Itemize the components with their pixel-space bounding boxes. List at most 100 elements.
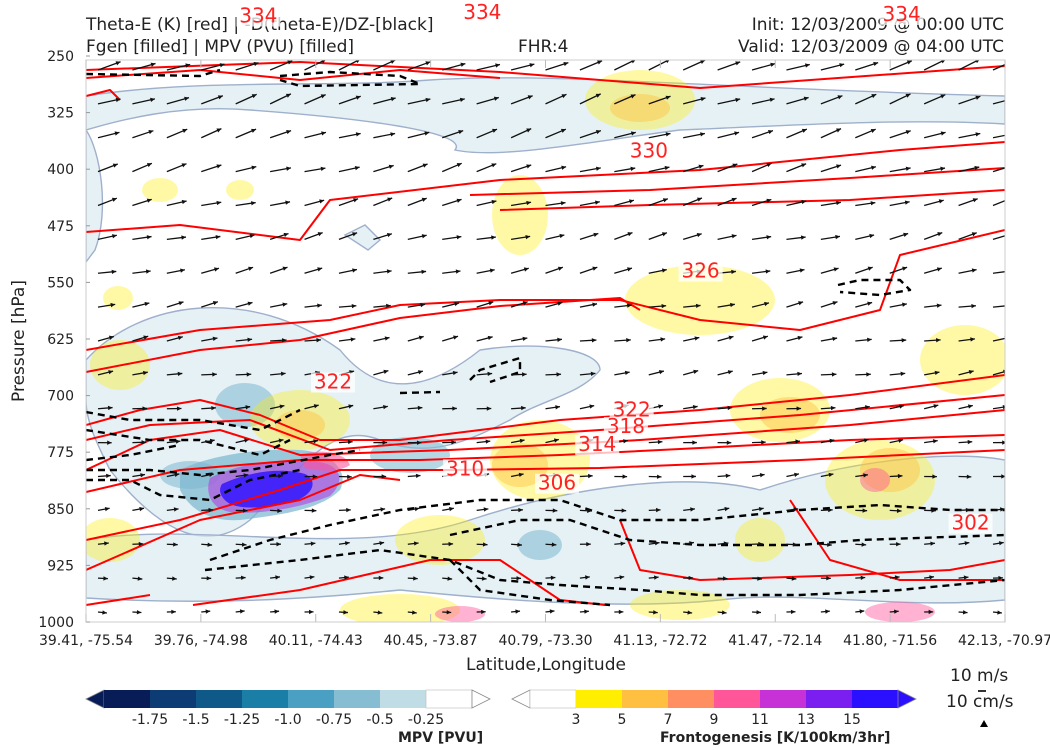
wind-vector-head <box>248 266 254 271</box>
wind-vector-head <box>690 507 695 512</box>
wind-vector-head <box>756 610 762 615</box>
wind-vector-head <box>557 301 563 306</box>
colorbar-tick-label: 9 <box>710 712 719 728</box>
wind-vector-head <box>967 439 973 445</box>
wind-vector-head <box>110 302 116 308</box>
theta-e-label-bg <box>236 6 281 27</box>
wind-vector-head <box>420 302 426 308</box>
wind-vector-head <box>836 164 842 169</box>
theta-e-contour <box>86 394 1005 451</box>
wind-vector <box>992 235 1005 240</box>
wind-vector-head <box>344 541 350 546</box>
wind-vector-head <box>317 303 322 308</box>
wind-vector-head <box>282 302 288 307</box>
colorbar-tick-label: -0.75 <box>316 712 352 728</box>
wind-vector-head <box>867 301 873 306</box>
wind-vector-head <box>355 132 361 137</box>
dthetae-dz-contour <box>449 559 611 607</box>
wind-vector <box>992 271 1005 274</box>
wind-vector-head <box>930 541 935 546</box>
colorbar-swatch <box>380 690 426 708</box>
colorbar-swatch <box>104 690 150 708</box>
wind-vector-head <box>762 406 767 411</box>
wind-vector-head <box>790 609 796 615</box>
wind-vector-head <box>766 198 772 203</box>
wind-vector-head <box>492 128 498 133</box>
wind-vector-head <box>491 235 496 240</box>
wind-vector-head <box>521 405 526 411</box>
wind-vector-head <box>590 371 596 376</box>
wind-vector-head <box>381 474 387 479</box>
fgen-core-a <box>610 94 670 122</box>
wind-vector-head <box>112 163 118 168</box>
wind-vector-head <box>240 575 246 580</box>
wind-vector-head <box>974 165 980 171</box>
theta-e-label: 330 <box>630 139 668 163</box>
wind-vector-head <box>628 199 634 204</box>
wind-vector-head <box>832 336 838 342</box>
wind-vector-head <box>377 610 383 615</box>
wind-vector-head <box>869 233 875 239</box>
wind-vector-head <box>313 439 319 444</box>
wind-vector-head <box>797 371 802 377</box>
wind-vector-head <box>935 337 941 343</box>
wind-vector-head <box>801 128 807 133</box>
title-line-2: Fgen [filled] | MPV (PVU) [filled] <box>86 37 355 57</box>
wind-vector-head <box>997 610 1002 615</box>
wind-vector-head <box>278 438 284 443</box>
wind-vector-head <box>355 60 360 64</box>
wind-vector-head <box>489 268 495 273</box>
wind-vector-head <box>456 235 462 240</box>
wind-vector-head <box>282 266 288 271</box>
wind-vector-head <box>835 234 840 240</box>
colorbar-end-right <box>897 689 917 709</box>
wind-vector-head <box>764 301 769 307</box>
wind-vector-head <box>247 301 253 306</box>
wind-vector-head <box>382 440 388 445</box>
wind-vector-head <box>662 198 668 203</box>
wind-vector-head <box>487 335 493 341</box>
y-tick-label: 625 <box>47 332 74 348</box>
wind-vector-head <box>242 508 248 513</box>
wind-vector-head <box>243 473 249 478</box>
wind-vector-head <box>517 542 522 547</box>
wind-vector-head <box>963 575 969 580</box>
y-tick-label: 550 <box>47 275 74 291</box>
wind-vector-head <box>836 200 841 206</box>
wind-vector-head <box>446 610 452 615</box>
wind-vector-head <box>561 94 567 99</box>
wind-vector-head <box>350 337 356 342</box>
wind-vector-head <box>798 301 804 306</box>
wind-vector-head <box>972 198 978 203</box>
wind-vector-head <box>664 165 670 171</box>
wind-vector-head <box>965 507 971 513</box>
intense-band-core <box>220 470 313 508</box>
wind-vector-head <box>693 369 699 374</box>
wind-vector-head <box>556 372 562 377</box>
theta-e-label: 334 <box>883 2 921 26</box>
fgen-p <box>250 390 350 450</box>
wind-vector-head <box>1006 269 1011 273</box>
theta-e-contour <box>192 559 606 606</box>
wind-vector-head <box>452 370 458 376</box>
x-tick-label: 42.13, -70.97 <box>958 633 1050 649</box>
wind-vector-head <box>595 166 601 171</box>
x-tick-label: 41.80, -71.56 <box>843 633 937 649</box>
wind-vector-head <box>1007 198 1012 202</box>
wind-vector-head <box>145 269 151 274</box>
wind-vector-head <box>862 508 868 513</box>
fgen-i <box>825 440 935 520</box>
dthetae-dz-contour <box>449 518 1005 547</box>
wind-vector-head <box>700 132 705 137</box>
wind-vector-head <box>518 472 524 478</box>
wind-vector-head <box>418 370 423 375</box>
wind-vector-head <box>873 61 879 67</box>
wind-vector-head <box>380 507 386 512</box>
wind-vector-head <box>734 131 740 136</box>
wind-vector-head <box>321 131 326 136</box>
wind-vector-head <box>416 440 422 445</box>
wind-vector-head <box>140 473 146 478</box>
wind-vector-head <box>866 372 871 377</box>
wind-vector-head <box>214 267 219 272</box>
intense-band-magenta <box>300 451 350 471</box>
